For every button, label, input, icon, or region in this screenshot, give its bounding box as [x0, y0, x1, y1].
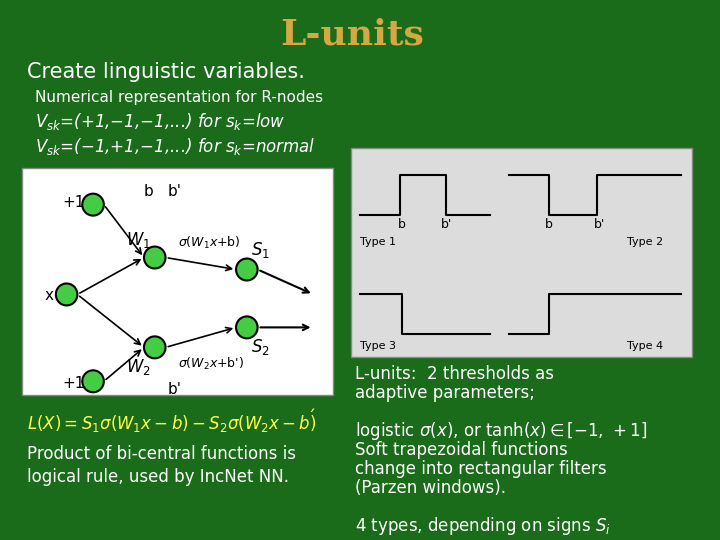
Text: change into rectangular filters: change into rectangular filters [354, 460, 606, 478]
Text: $W_2$: $W_2$ [126, 357, 151, 377]
Text: 4 types, depending on signs $S_i$: 4 types, depending on signs $S_i$ [354, 515, 611, 537]
Text: Product of bi-central functions is: Product of bi-central functions is [27, 445, 297, 463]
Text: b: b [544, 218, 552, 231]
Text: Type 4: Type 4 [627, 341, 663, 352]
Text: +1: +1 [63, 376, 85, 391]
Text: $\sigma(W_1x$+b): $\sigma(W_1x$+b) [179, 234, 241, 251]
Text: Create linguistic variables.: Create linguistic variables. [27, 62, 305, 82]
Text: $V_{sk}$=(−1,+1,−1,...) for $s_k$=normal: $V_{sk}$=(−1,+1,−1,...) for $s_k$=normal [35, 136, 316, 157]
Text: adaptive parameters;: adaptive parameters; [354, 384, 534, 402]
Text: b': b' [167, 184, 181, 199]
Text: b': b' [594, 218, 605, 231]
Text: Soft trapezoidal functions: Soft trapezoidal functions [354, 441, 567, 459]
Text: (Parzen windows).: (Parzen windows). [354, 479, 505, 497]
Text: $V_{sk}$=(+1,−1,−1,...) for $s_k$=low: $V_{sk}$=(+1,−1,−1,...) for $s_k$=low [35, 111, 286, 132]
Text: logistic $\sigma(x)$, or tanh$(x)\in[-1,\,+1]$: logistic $\sigma(x)$, or tanh$(x)\in[-1,… [354, 420, 647, 442]
Text: b': b' [167, 382, 181, 397]
Circle shape [144, 336, 166, 359]
Text: b: b [144, 184, 154, 199]
FancyBboxPatch shape [351, 148, 691, 357]
Text: logical rule, used by IncNet NN.: logical rule, used by IncNet NN. [27, 468, 289, 486]
Text: $\sigma(W_2x$+b'): $\sigma(W_2x$+b') [179, 356, 244, 373]
Circle shape [82, 194, 104, 215]
Text: b: b [397, 218, 405, 231]
FancyBboxPatch shape [22, 168, 333, 395]
Text: x: x [45, 288, 53, 303]
Circle shape [144, 247, 166, 268]
Circle shape [236, 259, 258, 280]
Text: L-units:  2 thresholds as: L-units: 2 thresholds as [354, 366, 554, 383]
Circle shape [82, 370, 104, 392]
Text: $W_1$: $W_1$ [126, 230, 151, 249]
Text: Numerical representation for R-nodes: Numerical representation for R-nodes [35, 90, 323, 105]
Circle shape [56, 284, 77, 306]
Text: $L(X)=S_1\sigma(W_1x-b)-S_2\sigma(W_2x-b\')$: $L(X)=S_1\sigma(W_1x-b)-S_2\sigma(W_2x-b… [27, 408, 317, 435]
Text: L-units: L-units [281, 18, 425, 52]
Circle shape [236, 316, 258, 339]
Text: b': b' [441, 218, 452, 231]
Text: $S_1$: $S_1$ [251, 240, 270, 260]
Text: Type 3: Type 3 [361, 341, 397, 352]
Text: $S_2$: $S_2$ [251, 338, 269, 357]
Text: Type 1: Type 1 [361, 237, 397, 247]
Text: +1: +1 [63, 195, 85, 210]
Text: Type 2: Type 2 [627, 237, 663, 247]
